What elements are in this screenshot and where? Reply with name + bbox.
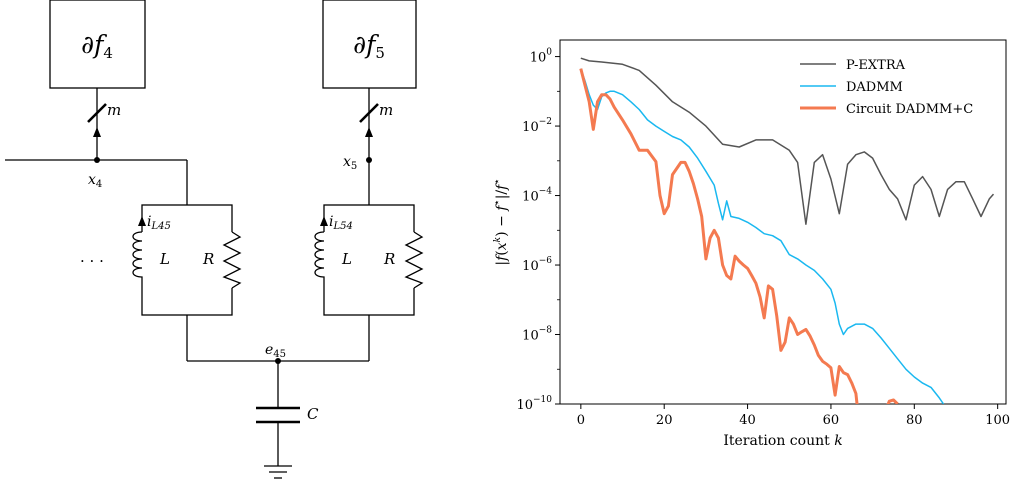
gap-left-resistor	[225, 232, 239, 288]
x-tick-label: 0	[577, 413, 585, 428]
circuit-diagram: ∂f4 ∂f5 m m x4 x5 iL45 L R	[5, 0, 424, 479]
node-x5-label: x5	[343, 154, 357, 172]
block-df5-label: ∂f5	[353, 30, 385, 62]
arrow-right-lead	[365, 127, 373, 137]
legend-entry: DADMM	[846, 80, 903, 95]
arrow-current-left	[138, 216, 146, 226]
legend: P-EXTRA DADMM Circuit DADMM+C	[800, 58, 973, 117]
bus-slash-left	[87, 103, 107, 123]
resistor-left	[222, 231, 242, 289]
series-line-p-extra	[580, 57, 995, 225]
x-tick-label: 100	[985, 413, 1010, 428]
ellipsis: · · ·	[80, 252, 104, 270]
y-axis-ticks: 100 10−2 10−4 10−6 10−8 10−10	[516, 48, 560, 413]
inductor-right	[314, 231, 325, 288]
series-line-dadmm	[580, 68, 945, 404]
y-tick-label: 10−8	[522, 326, 552, 344]
inductor-left-label: L	[159, 250, 170, 268]
resistor-right	[404, 231, 424, 289]
y-tick-label: 10−2	[522, 117, 552, 135]
bus-slash-right	[359, 103, 379, 123]
x-tick-label: 40	[739, 413, 756, 428]
inductor-left	[132, 231, 143, 288]
current-right-label: iL54	[329, 214, 353, 232]
gap-right-resistor	[407, 232, 421, 288]
x-tick-label: 60	[823, 413, 840, 428]
current-left-label: iL45	[147, 214, 171, 232]
plot-lines	[579, 57, 995, 404]
block-df4-label: ∂f4	[81, 30, 113, 62]
resistor-right-label: R	[383, 250, 395, 268]
node-x4	[94, 157, 100, 163]
series-line-circuit-dadmm-c	[579, 68, 899, 404]
resistor-left-label: R	[202, 250, 214, 268]
x-axis-ticks: 0 20 40 60 80 100	[577, 404, 1010, 428]
legend-entry: Circuit DADMM+C	[846, 102, 973, 117]
convergence-chart: 0 20 40 60 80 100 100 10−2 10−4 10−6 10−8 10−10 It…	[492, 39, 1010, 449]
y-tick-label: 10−4	[522, 187, 552, 205]
arrow-current-right	[320, 216, 328, 226]
x-axis-label: Iteration count k	[723, 433, 842, 449]
bus-width-label-right: m	[379, 101, 393, 119]
inductor-right-label: L	[341, 250, 352, 268]
gap-right-inductor	[317, 232, 331, 288]
y-axis-label: |f(xk) − f⋆|/f⋆	[492, 178, 510, 265]
node-x5	[366, 157, 372, 163]
y-tick-label: 100	[530, 48, 553, 66]
node-x4-label: x4	[88, 172, 102, 190]
legend-entry: P-EXTRA	[846, 58, 906, 73]
bus-width-label-left: m	[107, 101, 121, 119]
arrow-left-lead	[93, 127, 101, 137]
plot-frame	[559, 39, 1007, 405]
node-e45-label: e45	[265, 342, 286, 360]
x-tick-label: 80	[906, 413, 923, 428]
y-tick-label: 10−10	[516, 395, 552, 413]
y-tick-label: 10−6	[522, 256, 552, 274]
x-tick-label: 20	[656, 413, 673, 428]
gap-left-inductor	[135, 232, 149, 288]
capacitor-label: C	[307, 405, 319, 423]
